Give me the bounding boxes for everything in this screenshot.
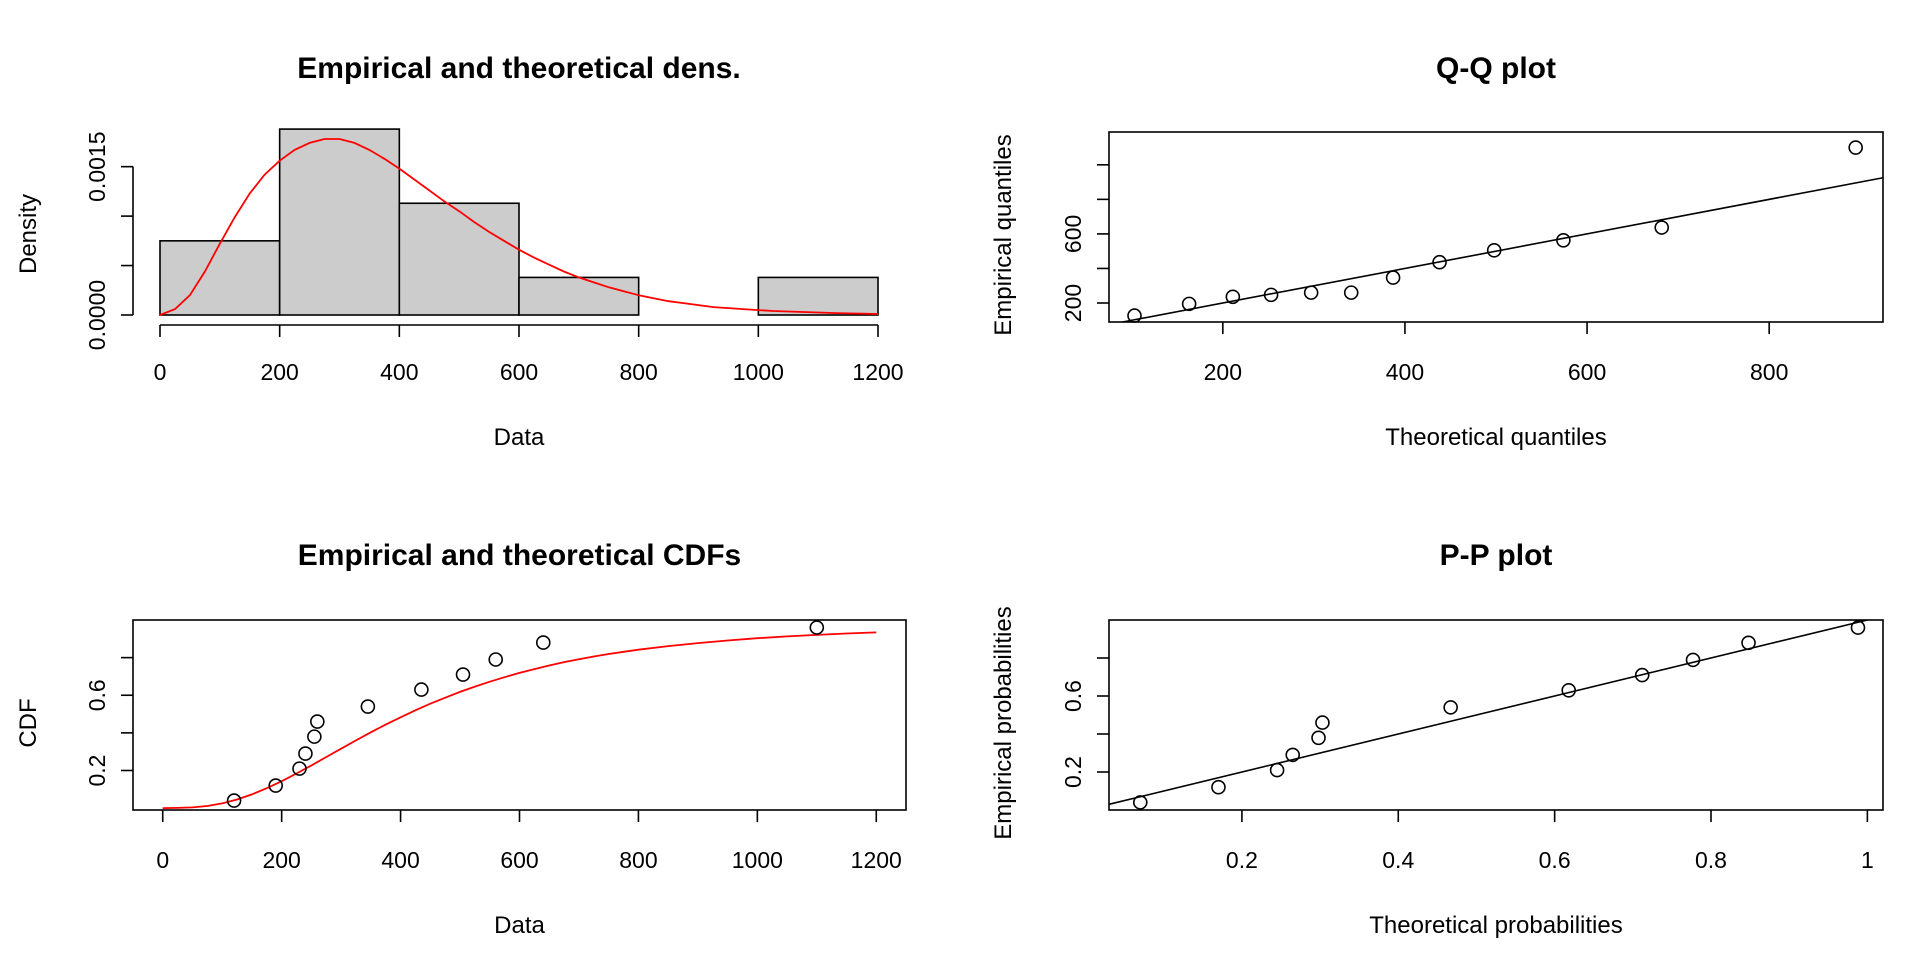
x-tick-label: 0.6 — [1539, 847, 1571, 873]
x-tick-label: 0 — [154, 359, 167, 385]
data-point — [1269, 762, 1285, 778]
histogram-bar — [278, 128, 401, 316]
x-axis-label: Data — [494, 912, 545, 939]
chart-title: Empirical and theoretical dens. — [297, 52, 740, 85]
x-tick-label: 200 — [260, 359, 298, 385]
x-tick-label: 800 — [619, 359, 657, 385]
plot-frame — [1108, 131, 1884, 323]
x-tick-label: 600 — [500, 359, 538, 385]
theoretical-curve — [162, 631, 877, 809]
chart-title: Empirical and theoretical CDFs — [298, 539, 741, 572]
chart-cdf: Empirical and theoretical CDFs Data CDF 0 20… — [15, 539, 907, 939]
data-point — [268, 778, 284, 793]
y-tick-label: 0.2 — [84, 755, 110, 787]
data-point — [1311, 730, 1326, 746]
chart-qq: Q-Q plot Theoretical quantiles Empirical q… — [990, 52, 1884, 451]
y-axis-label: Density — [15, 194, 42, 274]
x-tick-label: 800 — [619, 847, 657, 873]
y-axis-label: Empirical quantiles — [990, 134, 1017, 335]
data-point — [1263, 287, 1279, 303]
data-point — [1225, 289, 1241, 305]
x-tick-label: 200 — [262, 847, 300, 873]
data-point — [1211, 779, 1226, 795]
chart-density: Empirical and theoretical dens. Data Densi… — [15, 52, 904, 451]
plot-frame — [132, 619, 907, 811]
x-axis-label: Data — [494, 424, 545, 451]
x-tick-label: 1000 — [732, 847, 783, 873]
x-tick-label: 400 — [1386, 359, 1424, 385]
data-point — [1285, 747, 1301, 763]
reference-line — [1122, 176, 1884, 323]
data-point — [1303, 285, 1319, 300]
data-point — [1634, 667, 1650, 683]
x-tick-label: 1 — [1861, 847, 1874, 873]
data-point — [1181, 296, 1197, 312]
data-point — [1343, 285, 1359, 300]
x-tick-label: 1200 — [851, 847, 902, 873]
x-tick-label: 600 — [1568, 359, 1606, 385]
data-point — [1654, 220, 1670, 235]
chart-title: P-P plot — [1440, 539, 1553, 572]
x-tick-label: 0.2 — [1226, 847, 1258, 873]
histogram-bar — [757, 276, 879, 316]
x-tick-label: 200 — [1204, 359, 1242, 385]
data-point — [292, 761, 307, 776]
data-point — [1127, 308, 1142, 323]
x-tick-label: 1200 — [852, 359, 903, 385]
x-tick-label: 800 — [1750, 359, 1788, 385]
x-tick-label: 400 — [381, 847, 419, 873]
data-point — [1561, 682, 1577, 698]
data-point — [1848, 140, 1863, 155]
data-point — [1486, 243, 1502, 258]
y-tick-label: 0.6 — [1060, 680, 1086, 712]
y-tick-label: 0.0000 — [84, 280, 110, 350]
x-tick-label: 400 — [380, 359, 418, 385]
y-tick-label: 0.2 — [1060, 756, 1086, 788]
data-point — [1132, 795, 1148, 810]
data-point — [226, 793, 242, 808]
plot-frame — [1108, 619, 1884, 811]
data-point — [298, 746, 313, 761]
chart-pp: P-P plot Theoretical probabilities Empiric… — [990, 539, 1884, 939]
data-point — [360, 699, 376, 714]
y-tick-label: 0.6 — [84, 679, 110, 711]
data-point — [535, 635, 551, 650]
x-axis-label: Theoretical probabilities — [1369, 912, 1622, 939]
data-point — [1385, 270, 1401, 285]
data-point — [1315, 715, 1330, 730]
data-point — [1685, 652, 1701, 668]
histogram-bar — [398, 202, 520, 316]
x-tick-label: 0 — [156, 847, 169, 873]
reference-line — [1108, 619, 1868, 806]
data-point — [307, 729, 322, 744]
theoretical-curve — [159, 138, 879, 316]
data-point — [1556, 233, 1571, 248]
data-point — [488, 652, 504, 667]
data-point — [1741, 635, 1756, 651]
y-axis-label: Empirical probabilities — [990, 606, 1017, 839]
x-tick-label: 600 — [500, 847, 538, 873]
y-axis-label: CDF — [15, 698, 42, 747]
x-axis-label: Theoretical quantiles — [1385, 424, 1606, 451]
chart-title: Q-Q plot — [1436, 52, 1556, 85]
histogram-bar — [159, 240, 281, 316]
y-tick-label: 0.0015 — [84, 131, 110, 201]
x-tick-label: 1000 — [733, 359, 784, 385]
data-point — [414, 682, 429, 697]
data-point — [809, 620, 825, 635]
data-point — [1443, 700, 1458, 715]
data-point — [1432, 254, 1447, 270]
x-tick-label: 0.8 — [1695, 847, 1727, 873]
y-tick-label: 200 — [1060, 284, 1086, 322]
data-point — [1850, 620, 1866, 635]
data-point — [310, 714, 325, 729]
x-tick-label: 0.4 — [1382, 847, 1414, 873]
histogram-bar — [518, 276, 640, 316]
y-tick-label: 600 — [1060, 215, 1086, 253]
data-point — [455, 667, 471, 682]
